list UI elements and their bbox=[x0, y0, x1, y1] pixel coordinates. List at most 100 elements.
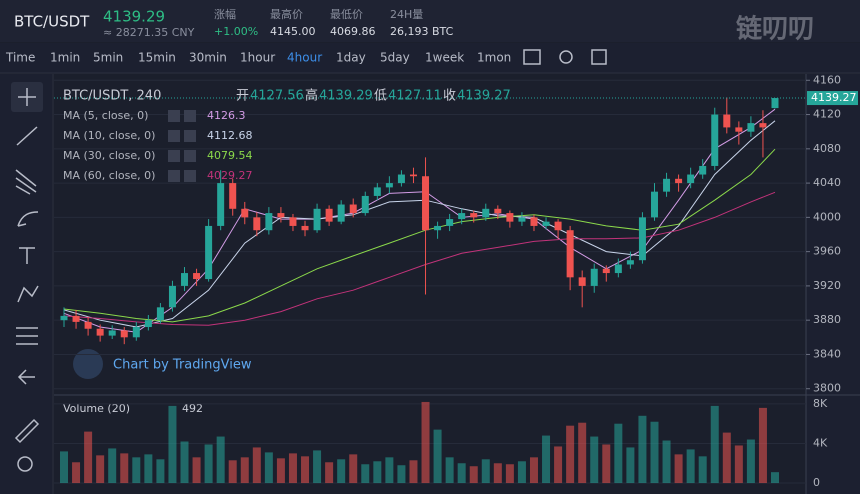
zoom-icon[interactable] bbox=[17, 456, 33, 472]
interval[interactable]: 30min bbox=[189, 51, 227, 65]
interval[interactable]: Time bbox=[5, 51, 35, 65]
candle-body bbox=[699, 165, 707, 175]
fib-icon[interactable] bbox=[15, 169, 37, 195]
candle-body bbox=[506, 213, 514, 222]
stat-value: 26,193 BTC bbox=[390, 25, 454, 38]
candle-body bbox=[229, 183, 237, 209]
interval[interactable]: 15min bbox=[138, 51, 176, 65]
y-tick-label: 4160 bbox=[813, 73, 841, 86]
volume-bar bbox=[674, 454, 683, 484]
ma-settings[interactable] bbox=[168, 110, 180, 122]
ohlc-value: 4127.56 bbox=[250, 89, 304, 104]
stat-value: +1.00% bbox=[214, 25, 258, 38]
stat-value: 4069.86 bbox=[330, 25, 376, 38]
candle-body bbox=[193, 273, 201, 280]
candle-body bbox=[108, 330, 116, 336]
volume-bar bbox=[228, 460, 237, 484]
y-tick-label: 4040 bbox=[813, 176, 841, 189]
price: 4139.29 bbox=[103, 8, 165, 26]
volume-bar bbox=[72, 462, 81, 484]
candle-body bbox=[458, 213, 466, 220]
ohlc-label: 收 bbox=[443, 89, 456, 104]
candle-body bbox=[626, 260, 634, 265]
candle-body bbox=[542, 221, 550, 226]
volume-bar bbox=[758, 407, 767, 484]
measure-icon[interactable] bbox=[16, 327, 38, 345]
candle-body bbox=[205, 225, 213, 280]
interval[interactable]: 4hour bbox=[287, 51, 322, 65]
ohlc-label: 高 bbox=[305, 88, 318, 104]
candle-body bbox=[771, 98, 779, 109]
volume-bar bbox=[686, 449, 695, 484]
crosshair-icon[interactable] bbox=[18, 88, 36, 106]
back-icon[interactable] bbox=[17, 369, 35, 385]
volume-bar bbox=[578, 422, 587, 484]
ma-settings[interactable] bbox=[168, 150, 180, 162]
pattern-icon[interactable] bbox=[17, 285, 39, 303]
interval[interactable]: 1hour bbox=[240, 51, 275, 65]
volume-bar bbox=[84, 431, 93, 484]
stat-label: 最低价 bbox=[330, 8, 363, 21]
volume-bar bbox=[650, 421, 659, 484]
stat-label: 最高价 bbox=[270, 7, 303, 21]
candle-body bbox=[96, 328, 104, 336]
ma-close[interactable] bbox=[184, 170, 196, 182]
line-icon[interactable] bbox=[16, 126, 38, 146]
ma-settings[interactable] bbox=[168, 130, 180, 142]
interval[interactable]: 5day bbox=[380, 51, 410, 65]
candle-body bbox=[349, 204, 357, 214]
volume-bar bbox=[373, 461, 382, 484]
ma-close[interactable] bbox=[184, 150, 196, 162]
volume-bar bbox=[288, 453, 297, 484]
logo bbox=[73, 349, 103, 379]
interval[interactable]: 5min bbox=[93, 51, 123, 65]
interval[interactable]: 1mon bbox=[477, 51, 511, 65]
volume-bar bbox=[144, 454, 153, 484]
settings-icon[interactable] bbox=[559, 50, 573, 64]
volume-bar bbox=[734, 445, 743, 484]
header-bar bbox=[0, 0, 860, 42]
candle-body bbox=[253, 217, 261, 231]
brush-icon[interactable] bbox=[17, 211, 39, 227]
volume-bar bbox=[349, 454, 358, 484]
volume-bar bbox=[385, 457, 394, 484]
candle-body bbox=[313, 208, 321, 231]
candle-body bbox=[385, 183, 393, 188]
candle-body bbox=[265, 213, 273, 231]
volume-title: Volume (20) bbox=[63, 402, 130, 415]
candle-body bbox=[494, 208, 502, 214]
interval[interactable]: 1day bbox=[336, 51, 366, 65]
fullscreen-icon[interactable] bbox=[591, 49, 607, 65]
interval[interactable]: 1min bbox=[50, 51, 80, 65]
candle-body bbox=[60, 315, 68, 321]
pair: BTC/USDT bbox=[14, 13, 90, 31]
candle-body bbox=[723, 114, 731, 128]
volume-tick-label: 0 bbox=[813, 476, 820, 489]
volume-ma: 492 bbox=[182, 402, 203, 415]
ma-close[interactable] bbox=[184, 110, 196, 122]
ma-settings[interactable] bbox=[168, 170, 180, 182]
volume-bar bbox=[204, 444, 213, 484]
volume-bar bbox=[626, 447, 635, 484]
text-icon[interactable] bbox=[19, 247, 35, 264]
candle-body bbox=[301, 225, 309, 231]
candle-body bbox=[181, 273, 189, 286]
ma-close[interactable] bbox=[184, 130, 196, 142]
volume-tick-label: 4K bbox=[813, 436, 828, 449]
chart-title: BTC/USDT, 240 bbox=[63, 89, 161, 104]
candle-body bbox=[602, 268, 610, 274]
interval[interactable]: 1week bbox=[425, 51, 464, 65]
candle-body bbox=[325, 208, 333, 222]
ruler-icon[interactable] bbox=[14, 418, 40, 444]
indicator-icon[interactable] bbox=[523, 49, 541, 65]
volume-bar bbox=[168, 405, 177, 484]
candle-body bbox=[72, 315, 80, 322]
ma-legend-value: 4112.68 bbox=[207, 129, 253, 142]
volume-bar bbox=[180, 441, 189, 484]
volume-bar bbox=[252, 447, 261, 484]
left-icons bbox=[11, 82, 43, 472]
ma-legend-name: MA (30, close, 0) bbox=[63, 149, 155, 162]
volume-bar bbox=[746, 439, 755, 484]
candle-body bbox=[530, 217, 538, 226]
candle-body bbox=[638, 217, 646, 261]
